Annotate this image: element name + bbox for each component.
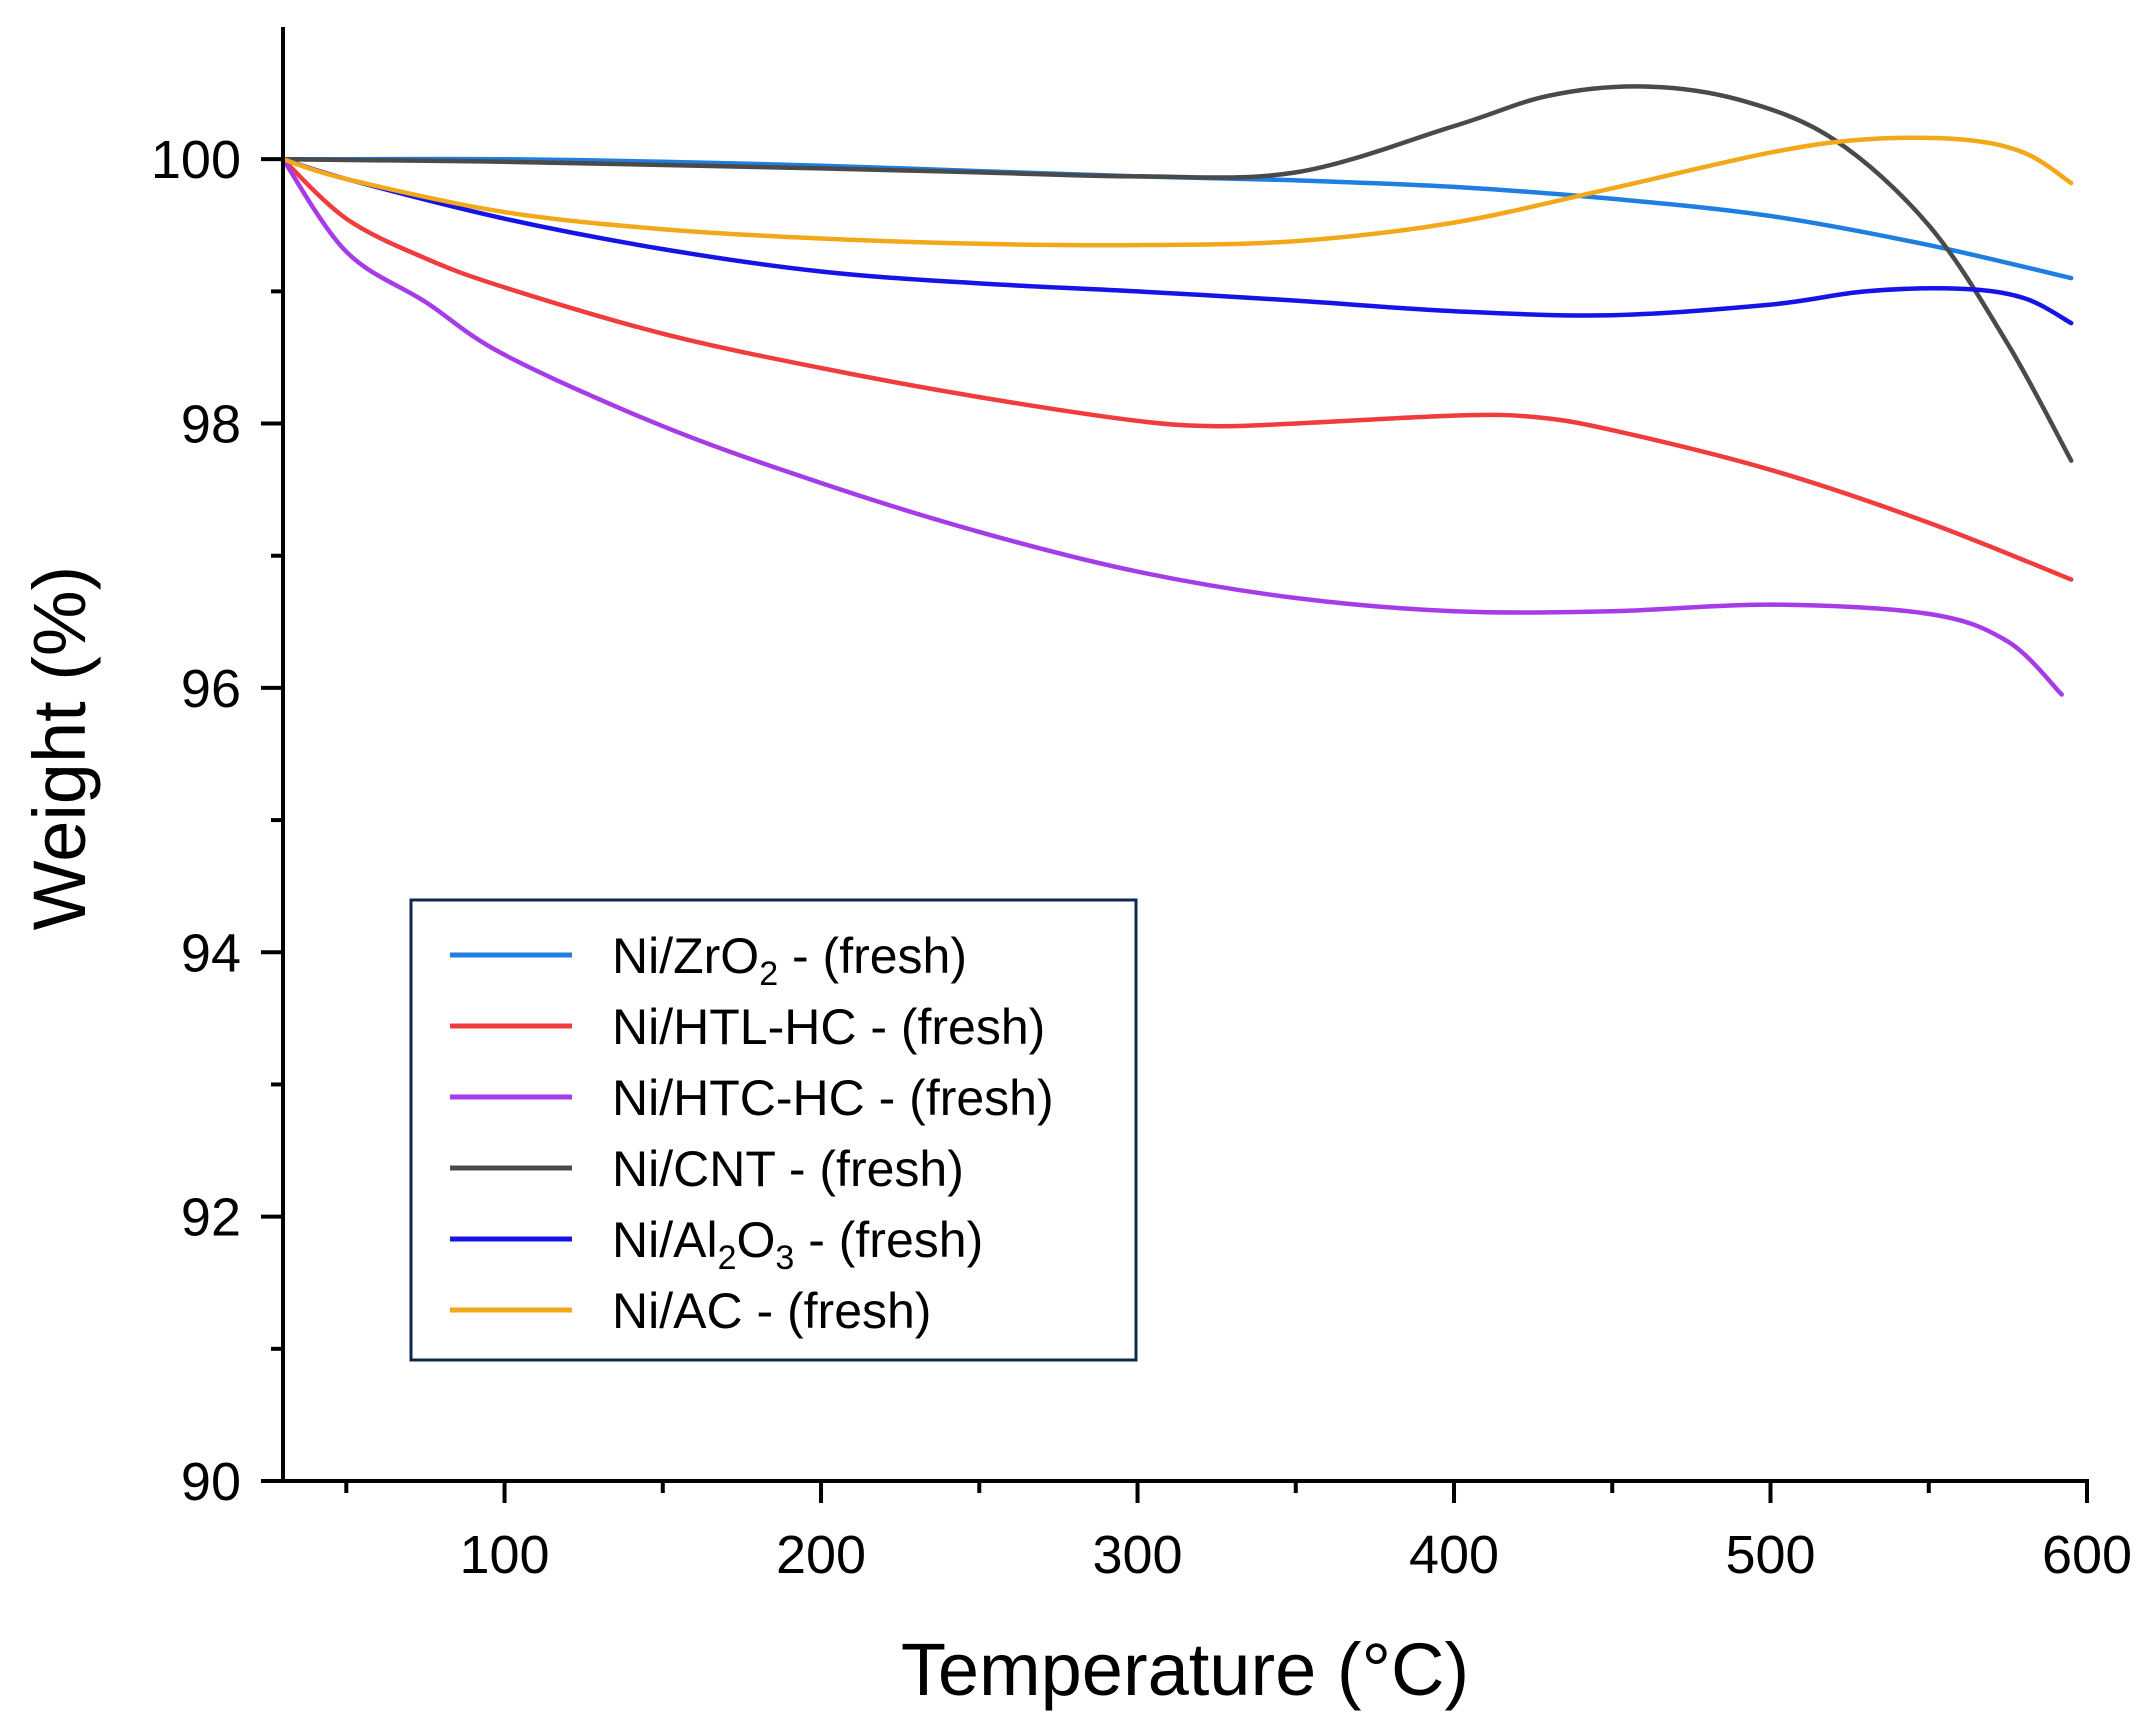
x-tick-label: 600: [2042, 1525, 2132, 1585]
plot-lines: [280, 84, 2074, 697]
legend-label-ni-zro2: Ni/ZrO2 - (fresh): [612, 928, 967, 993]
legend-label-ni-cnt: Ni/CNT - (fresh): [612, 1141, 964, 1197]
series-line-ni-htc-hc: [280, 156, 2064, 697]
y-tick-label: 100: [151, 130, 241, 190]
series-line-ni-al2o3: [280, 156, 2074, 326]
y-tick-label: 94: [181, 923, 241, 983]
x-ticks: 100 200 300 400 500 600: [344, 1481, 2132, 1585]
x-axis-title: Temperature (°C): [901, 1628, 1469, 1711]
x-tick-label: 100: [459, 1525, 549, 1585]
x-tick-label: 200: [776, 1525, 866, 1585]
y-ticks: 90 92 94 96 98 100: [151, 130, 283, 1512]
legend: Ni/ZrO2 - (fresh) Ni/HTL-HC - (fresh) Ni/H…: [409, 898, 1138, 1362]
x-tick-label: 300: [1092, 1525, 1182, 1585]
y-tick-label: 92: [181, 1188, 241, 1248]
legend-label-ni-htc-hc: Ni/HTC-HC - (fresh): [612, 1070, 1054, 1126]
y-tick-label: 90: [181, 1452, 241, 1512]
series-line-ni-cnt: [280, 84, 2074, 463]
legend-label-ni-htl-hc: Ni/HTL-HC - (fresh): [612, 999, 1045, 1055]
series-line-ni-htl-hc: [280, 156, 2074, 582]
legend-box: [409, 898, 1138, 1362]
axes: 100 200 300 400 500 600 90 92 94 96 98 100: [151, 27, 2132, 1585]
legend-label-ni-al2o3: Ni/Al2O3 - (fresh): [612, 1212, 983, 1277]
series-line-ni-ac: [280, 135, 2074, 248]
y-axis-title: Weight (%): [18, 566, 101, 931]
y-tick-label: 98: [181, 395, 241, 455]
legend-label-ni-ac: Ni/AC - (fresh): [612, 1283, 931, 1339]
x-tick-label: 500: [1725, 1525, 1815, 1585]
legend-items: Ni/ZrO2 - (fresh) Ni/HTL-HC - (fresh) Ni/H…: [450, 928, 1054, 1339]
y-tick-label: 96: [181, 659, 241, 719]
x-tick-label: 400: [1409, 1525, 1499, 1585]
